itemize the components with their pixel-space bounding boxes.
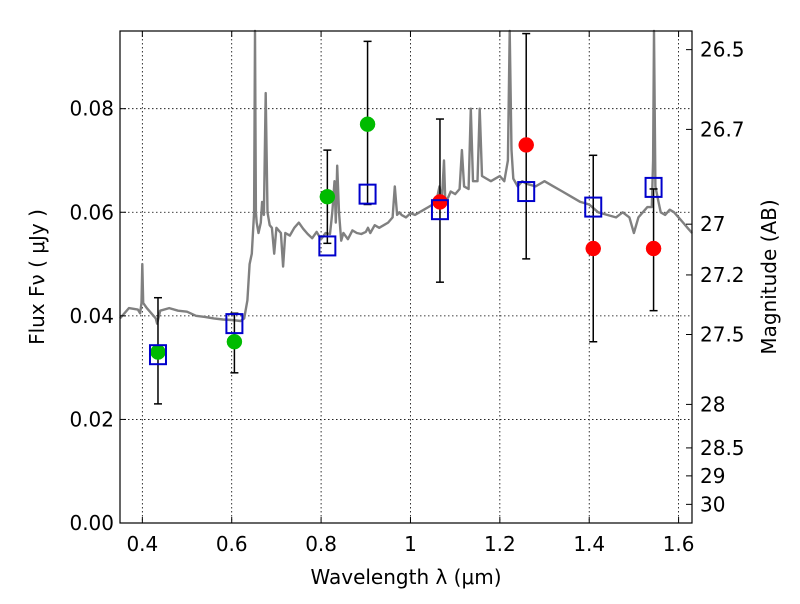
model-point	[225, 313, 244, 335]
model-point	[318, 235, 337, 257]
x-tick-label: 0.4	[126, 532, 158, 556]
y2-tick-label: 27.5	[700, 322, 745, 346]
x-axis-title: Wavelength λ (μm)	[310, 565, 501, 589]
y2-tick-label: 26.5	[700, 38, 745, 62]
model-point	[644, 176, 663, 198]
x-tick-label: 0.8	[305, 532, 337, 556]
y2-axis-title: Magnitude (AB)	[757, 199, 781, 354]
model-point	[148, 344, 167, 366]
green-data-point	[319, 188, 336, 205]
y2-tick-label: 28.5	[700, 436, 745, 460]
spectrum-layer	[119, 29, 693, 325]
y-tick-label: 0.00	[69, 511, 114, 535]
x-tick-label: 1.6	[663, 532, 695, 556]
y2-tick-label: 27.2	[700, 263, 745, 287]
y-tick-label: 0.04	[69, 304, 114, 328]
y-tick-label: 0.08	[69, 97, 114, 121]
y2-tick-label: 28	[700, 392, 725, 416]
green-data-point	[359, 116, 376, 132]
ticks-layer: 0.4 0.6 0.8 1 1.2 1.4 1.6 0.00 0.02 0.04 0.06 0.08 2…	[69, 31, 745, 556]
y2-tick-label: 27	[700, 212, 725, 236]
grid-layer	[120, 31, 692, 524]
y2-tick-label: 26.7	[700, 117, 745, 141]
red-data-point	[645, 240, 662, 257]
x-tick-label: 1.4	[573, 532, 605, 556]
model-point	[430, 199, 449, 221]
model-point	[517, 181, 536, 203]
green-data-point	[226, 333, 243, 350]
y-tick-label: 0.02	[69, 407, 114, 431]
x-tick-label: 1	[404, 532, 417, 556]
y-tick-label: 0.06	[69, 200, 114, 224]
plot-frame	[119, 30, 693, 524]
x-tick-label: 0.6	[216, 532, 248, 556]
model-point	[358, 183, 377, 205]
red-data-point	[518, 137, 534, 153]
spectrum-line	[119, 29, 693, 325]
x-tick-label: 1.2	[484, 532, 516, 556]
red-data-point	[585, 240, 601, 257]
y2-tick-label: 30	[700, 492, 725, 516]
red-data-point	[432, 194, 448, 210]
marks-layer	[148, 32, 663, 405]
green-data-point	[150, 344, 166, 360]
y2-tick-label: 29	[700, 464, 725, 488]
y-axis-title: Flux Fν ( μJy )	[25, 209, 49, 345]
model-point	[584, 196, 603, 218]
